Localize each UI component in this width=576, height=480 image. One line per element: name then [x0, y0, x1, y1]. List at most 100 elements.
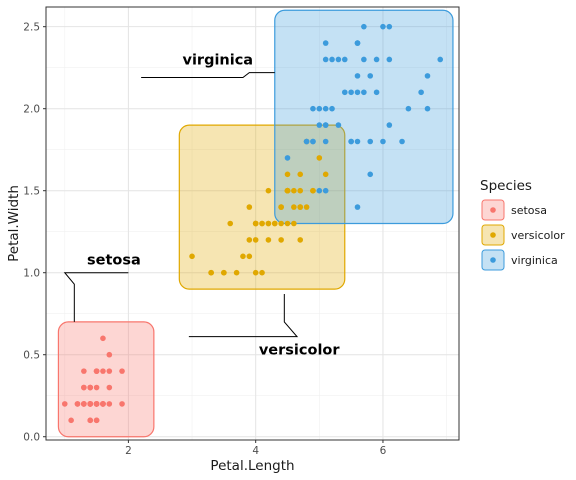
- y-tick-label: 0.0: [23, 432, 40, 444]
- legend-label-versicolor: versicolor: [511, 229, 565, 242]
- point-virginica: [316, 105, 323, 112]
- point-setosa: [93, 384, 100, 391]
- point-versicolor: [284, 220, 291, 227]
- point-setosa: [106, 384, 113, 391]
- group-box-setosa: [57, 321, 155, 438]
- point-versicolor: [284, 171, 291, 178]
- legend-point-versicolor: [490, 232, 496, 238]
- point-virginica: [361, 56, 367, 63]
- point-virginica: [424, 105, 431, 112]
- point-virginica: [354, 89, 361, 96]
- point-virginica: [437, 56, 444, 63]
- legend-label-virginica: virginica: [511, 254, 558, 267]
- point-setosa: [100, 401, 106, 407]
- point-versicolor: [297, 171, 304, 178]
- point-versicolor: [310, 187, 316, 194]
- point-virginica: [354, 204, 361, 210]
- point-virginica: [335, 56, 342, 63]
- point-versicolor: [297, 187, 304, 194]
- point-virginica: [380, 138, 386, 145]
- point-versicolor: [208, 269, 214, 276]
- point-setosa: [87, 417, 94, 424]
- data-points: [61, 23, 444, 424]
- point-versicolor: [278, 220, 284, 227]
- x-tick-label: 2: [125, 445, 132, 457]
- point-virginica: [348, 138, 354, 145]
- point-virginica: [373, 56, 380, 63]
- point-setosa: [61, 401, 68, 407]
- point-virginica: [335, 122, 342, 128]
- point-versicolor: [303, 204, 310, 210]
- point-versicolor: [221, 269, 227, 276]
- group-box-virginica: [274, 9, 454, 225]
- point-virginica: [418, 89, 424, 96]
- point-versicolor: [233, 269, 240, 276]
- legend-label-setosa: setosa: [511, 204, 547, 217]
- point-versicolor: [265, 220, 272, 227]
- point-virginica: [329, 56, 335, 63]
- point-virginica: [322, 40, 329, 46]
- point-virginica: [380, 23, 386, 30]
- point-virginica: [424, 73, 431, 79]
- point-versicolor: [227, 220, 234, 227]
- point-virginica: [405, 105, 412, 112]
- point-virginica: [322, 138, 329, 145]
- leader-line-virginica: [141, 72, 275, 79]
- point-virginica: [310, 105, 316, 112]
- point-versicolor: [291, 204, 297, 210]
- point-virginica: [322, 56, 329, 63]
- point-virginica: [310, 138, 316, 145]
- point-setosa: [93, 368, 100, 374]
- point-setosa: [106, 368, 113, 374]
- point-versicolor: [297, 237, 304, 243]
- point-virginica: [316, 122, 323, 128]
- point-versicolor: [316, 155, 323, 161]
- point-versicolor: [246, 253, 253, 260]
- point-virginica: [354, 40, 361, 46]
- point-versicolor: [265, 187, 272, 194]
- leader-line-setosa: [63, 272, 129, 322]
- x-axis-title: Petal.Length: [210, 458, 294, 474]
- point-setosa: [119, 401, 125, 407]
- point-versicolor: [252, 237, 259, 243]
- point-versicolor: [252, 269, 259, 276]
- group-boxes: [57, 9, 454, 438]
- y-tick-label: 2.5: [23, 22, 40, 34]
- leader-line-versicolor: [188, 294, 299, 338]
- point-virginica: [284, 155, 291, 161]
- point-setosa: [100, 335, 106, 342]
- x-tick-label: 4: [252, 445, 259, 457]
- point-virginica: [303, 138, 310, 145]
- point-virginica: [361, 89, 367, 96]
- point-setosa: [93, 417, 100, 424]
- point-virginica: [354, 138, 361, 145]
- legend-point-virginica: [490, 257, 496, 263]
- point-setosa: [74, 401, 81, 407]
- point-virginica: [386, 122, 393, 128]
- point-virginica: [361, 23, 367, 30]
- annotation-label-setosa: setosa: [87, 253, 141, 269]
- point-versicolor: [297, 204, 304, 210]
- annotation-label-versicolor: versicolor: [259, 343, 341, 359]
- point-virginica: [341, 89, 348, 96]
- point-setosa: [106, 401, 113, 407]
- axes: 2 4 6 0.0 0.5 1.0 1.5 2.0 2.5: [23, 22, 386, 457]
- y-axis-title: Petal.Width: [6, 185, 22, 262]
- point-versicolor: [265, 237, 272, 243]
- point-virginica: [386, 23, 393, 30]
- point-versicolor: [246, 204, 253, 210]
- panel-border: [45, 6, 460, 441]
- x-tick-label: 6: [380, 445, 387, 457]
- legend: Species setosa versicolor virginica: [480, 178, 565, 271]
- point-versicolor: [291, 187, 297, 194]
- point-setosa: [100, 368, 106, 374]
- point-setosa: [68, 417, 74, 424]
- legend-title: Species: [480, 178, 532, 194]
- point-versicolor: [291, 220, 297, 227]
- point-setosa: [81, 384, 87, 391]
- y-tick-label: 1.0: [23, 268, 40, 280]
- annotations: setosa versicolor virginica: [63, 52, 341, 359]
- point-virginica: [316, 187, 323, 194]
- point-versicolor: [240, 253, 246, 260]
- point-virginica: [322, 122, 329, 128]
